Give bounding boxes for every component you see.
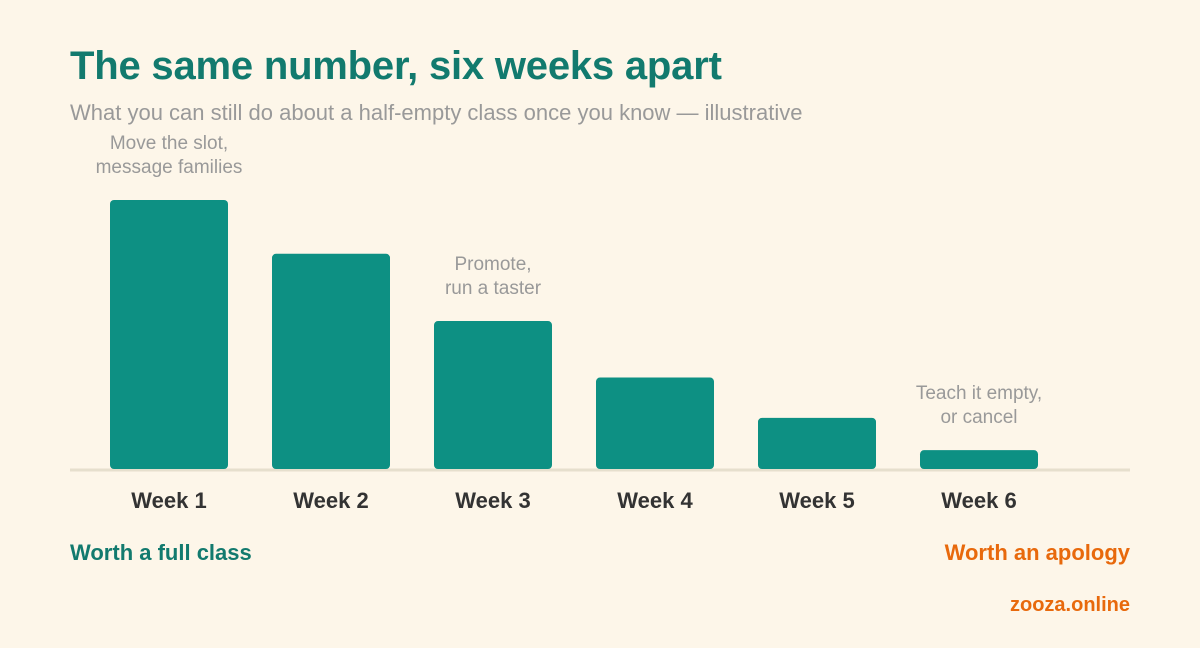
bar-annotation: message families: [96, 157, 243, 178]
footer-right-label: Worth an apology: [944, 540, 1130, 565]
bar-week-1: [110, 200, 228, 469]
bar-annotation: run a taster: [445, 278, 542, 299]
x-tick-label: Week 4: [617, 488, 693, 513]
brand-link[interactable]: zooza.online: [1010, 594, 1130, 616]
x-tick-label: Week 5: [779, 488, 854, 513]
chart-subtitle: What you can still do about a half-empty…: [70, 100, 803, 125]
chart-title: The same number, six weeks apart: [70, 44, 722, 88]
bar-week-5: [758, 417, 876, 469]
x-tick-label: Week 1: [131, 488, 206, 513]
x-tick-label: Week 2: [293, 488, 368, 513]
bar-annotation: or cancel: [940, 407, 1017, 428]
bar-week-2: [272, 253, 390, 469]
bar-annotation: Teach it empty,: [916, 383, 1042, 404]
x-tick-label: Week 6: [941, 488, 1016, 513]
bar-week-6: [920, 450, 1038, 469]
bar-week-3: [434, 321, 552, 469]
bar-annotation: Promote,: [454, 254, 531, 275]
bar-annotation: Move the slot,: [110, 133, 228, 154]
footer-left-label: Worth a full class: [70, 540, 252, 565]
bar-week-4: [596, 377, 714, 469]
x-tick-label: Week 3: [455, 488, 530, 513]
